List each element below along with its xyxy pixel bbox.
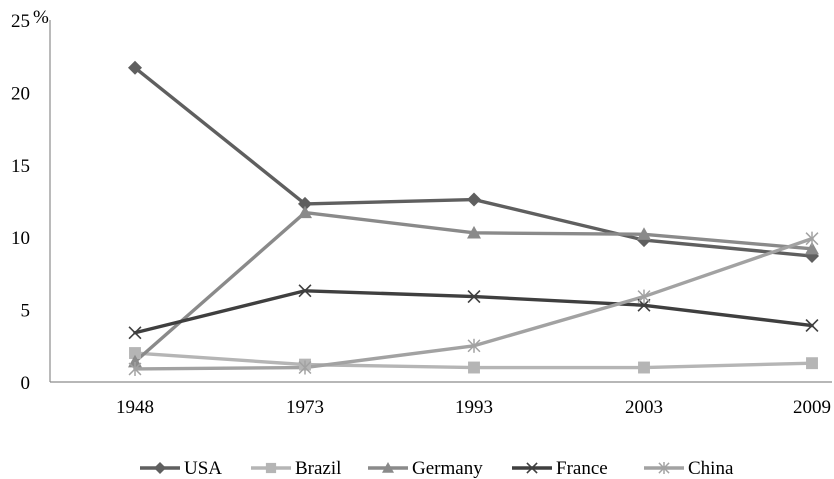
y-tick-label: 25	[11, 11, 30, 32]
data-point	[265, 462, 277, 474]
legend-item-china: China	[644, 458, 734, 479]
x-tick-label: 1993	[455, 397, 493, 418]
data-point	[298, 205, 312, 219]
data-point	[128, 361, 142, 376]
data-point	[128, 60, 142, 75]
data-point	[805, 241, 819, 255]
y-tick-label: 5	[21, 301, 31, 322]
y-tick-label: 10	[11, 228, 30, 249]
data-point	[154, 462, 166, 474]
legend-label: USA	[184, 458, 222, 479]
y-tick-label: 20	[11, 83, 30, 104]
data-point	[382, 462, 394, 473]
chart-axes	[49, 20, 832, 383]
legend-item-france: France	[512, 458, 608, 479]
legend-label: China	[688, 458, 734, 479]
data-point	[805, 231, 819, 246]
data-point	[298, 360, 312, 375]
x-tick-label: 1973	[286, 397, 324, 418]
data-point	[468, 361, 480, 374]
data-point	[637, 227, 651, 240]
data-point	[467, 338, 481, 353]
legend-label: France	[556, 458, 608, 479]
data-point	[467, 225, 481, 239]
legend-item-brazil: Brazil	[251, 458, 341, 479]
y-tick-label: 0	[21, 373, 31, 394]
data-point	[298, 196, 312, 211]
series-markers	[128, 60, 819, 376]
data-point	[526, 462, 538, 474]
x-tick-label: 2003	[625, 397, 663, 418]
data-point	[129, 347, 141, 359]
series-markers-china	[128, 231, 819, 376]
y-tick-label: 15	[11, 156, 30, 177]
series-lines	[133, 66, 814, 371]
data-point	[806, 357, 818, 370]
data-point	[638, 361, 650, 374]
data-point	[298, 284, 312, 298]
data-point	[637, 289, 651, 304]
legend: USA Brazil Germany France China	[140, 458, 734, 479]
data-point	[805, 319, 819, 333]
data-point	[467, 192, 481, 207]
data-point	[128, 354, 142, 368]
series-markers-germany	[128, 205, 819, 368]
legend-label: Germany	[412, 458, 483, 479]
data-point	[658, 462, 670, 474]
x-tick-label: 1948	[116, 397, 154, 418]
legend-label: Brazil	[295, 458, 341, 479]
y-tick-labels: 0 5 10 15 20 25	[11, 11, 30, 394]
data-point	[128, 326, 142, 340]
series-markers-france	[128, 284, 819, 340]
legend-item-germany: Germany	[368, 458, 483, 479]
x-tick-label: 2009	[793, 397, 831, 418]
legend-item-usa: USA	[140, 458, 222, 479]
y-unit-label: %	[33, 7, 49, 28]
x-tick-labels: 1948 1973 1993 2003 2009	[116, 397, 831, 418]
data-point	[467, 290, 481, 304]
